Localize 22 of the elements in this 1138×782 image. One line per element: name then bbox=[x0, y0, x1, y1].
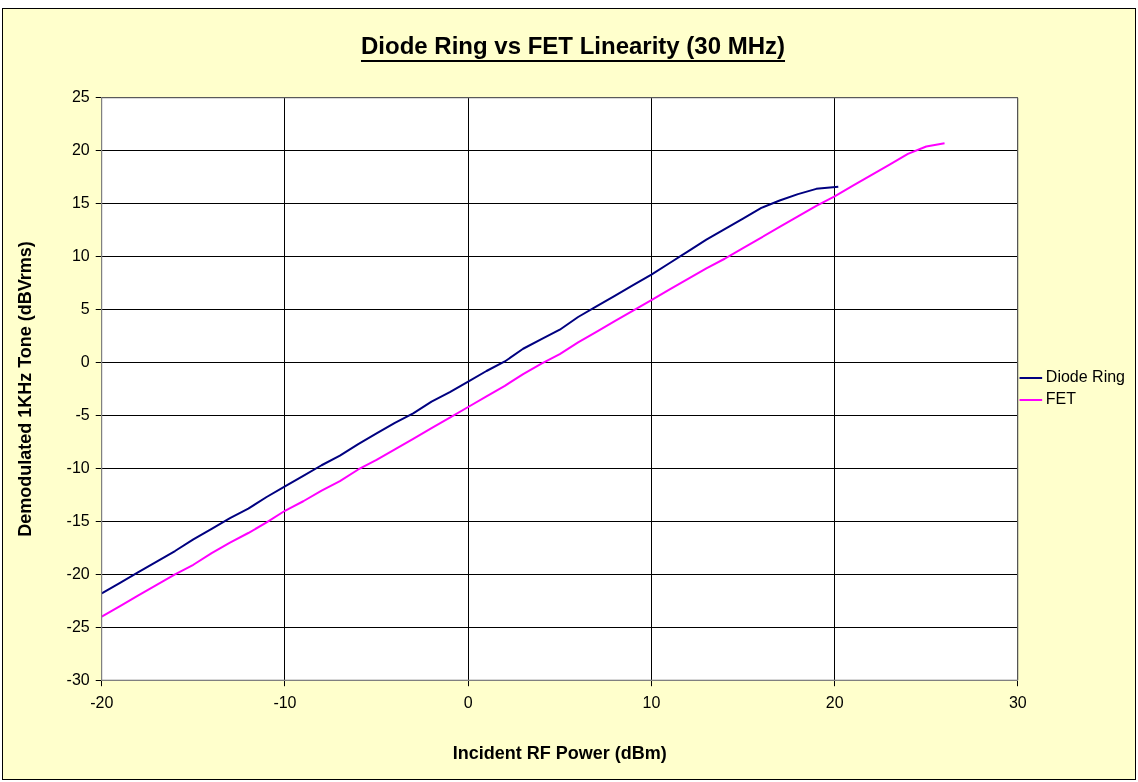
legend-label: Diode Ring bbox=[1045, 368, 1125, 386]
x-tick-label: -10 bbox=[273, 694, 297, 712]
y-axis-title: Demodulated 1KHz Tone (dBVrms) bbox=[14, 241, 35, 537]
y-tick-label: 0 bbox=[80, 352, 90, 370]
y-tick-label: 5 bbox=[80, 299, 90, 317]
x-tick-label: 0 bbox=[463, 694, 473, 712]
y-tick-label: 15 bbox=[71, 194, 90, 212]
y-tick-label: 20 bbox=[71, 141, 90, 159]
y-tick-label: -25 bbox=[66, 617, 90, 635]
x-axis-title: Incident RF Power (dBm) bbox=[452, 743, 667, 764]
x-tick-label: 30 bbox=[1008, 694, 1027, 712]
y-tick-label: 10 bbox=[71, 247, 90, 265]
x-tick-label: 20 bbox=[825, 694, 844, 712]
chart-title: Diode Ring vs FET Linearity (30 MHz) bbox=[360, 32, 786, 60]
y-tick-label: -15 bbox=[66, 511, 90, 529]
y-tick-label: -5 bbox=[75, 405, 90, 423]
y-tick-label: 25 bbox=[71, 88, 90, 106]
y-tick-label: -20 bbox=[66, 564, 90, 582]
x-tick-label: 10 bbox=[642, 694, 661, 712]
legend-label: FET bbox=[1045, 390, 1077, 408]
y-tick-label: -30 bbox=[66, 670, 90, 688]
y-tick-label: -10 bbox=[66, 458, 90, 476]
